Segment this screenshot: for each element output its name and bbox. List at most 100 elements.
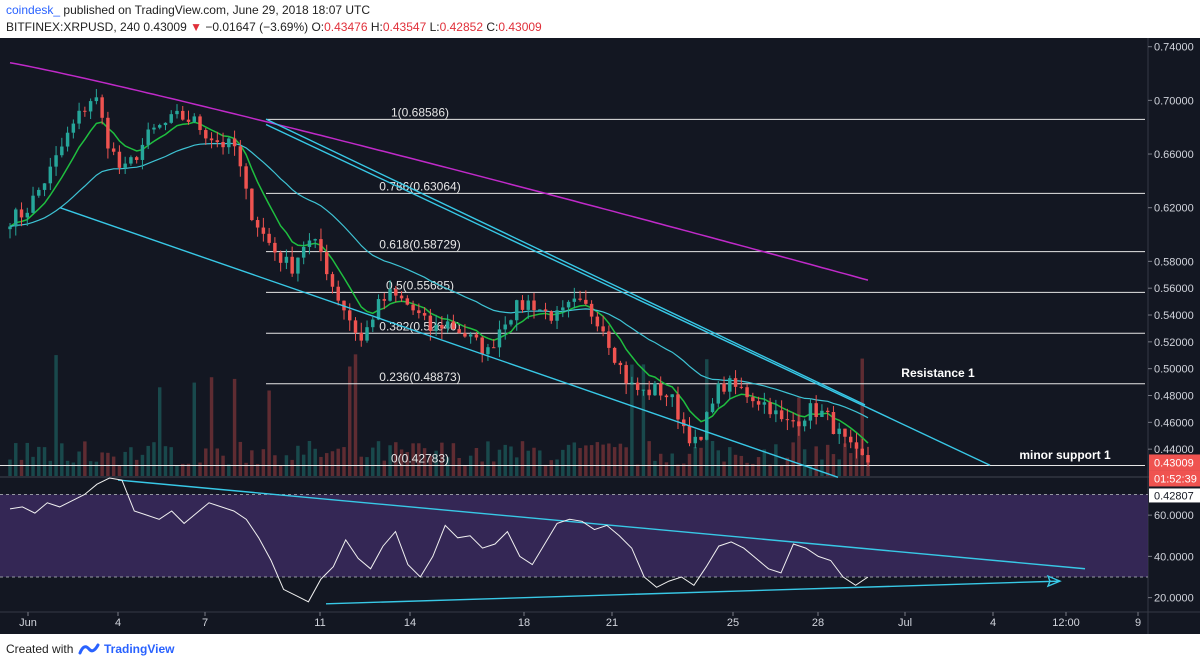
candle-body xyxy=(561,307,565,311)
volume-bar xyxy=(134,459,139,476)
candle-body xyxy=(405,298,410,305)
volume-bar xyxy=(624,447,628,476)
chart-svg[interactable]: 1(0.68586)0.786(0.63064)0.618(0.58729)0.… xyxy=(0,38,1200,634)
price-tick-label: 0.74000 xyxy=(1154,42,1194,54)
chart-area[interactable]: 1(0.68586) 0.786(0.63064) 0.618(0.58729) 0.… xyxy=(0,38,1200,634)
tradingview-brand-link[interactable]: TradingView xyxy=(104,642,175,656)
rsi-up-trendline xyxy=(325,580,1061,605)
candle-body xyxy=(733,378,738,387)
candle-body xyxy=(860,448,864,456)
volume-bar xyxy=(572,442,577,476)
volume-bar xyxy=(175,465,179,476)
volume-bar xyxy=(169,447,173,476)
price-tick-label: 0.46000 xyxy=(1154,417,1194,429)
price-tick-label: 0.66000 xyxy=(1154,149,1194,161)
volume-bar xyxy=(238,441,243,476)
volume-bar xyxy=(376,441,381,476)
candle-body xyxy=(31,195,35,213)
moving-averages xyxy=(9,62,869,444)
candle-body xyxy=(543,309,548,312)
rsi-tick-label: 20.0000 xyxy=(1154,593,1194,605)
resistance-annotation: Resistance 1 xyxy=(901,366,975,380)
candle-body xyxy=(25,212,30,218)
candle-body xyxy=(555,310,559,321)
candle-body xyxy=(612,347,617,363)
ema-slow-line xyxy=(9,62,869,281)
time-tick-label: Jul xyxy=(898,617,912,629)
candle-body xyxy=(607,331,611,348)
volume-bar xyxy=(837,459,841,476)
candle-body xyxy=(722,383,726,392)
candle-body xyxy=(255,220,260,228)
candle-body xyxy=(152,127,156,130)
volume-bar xyxy=(457,458,461,476)
candle-body xyxy=(376,299,381,320)
countdown-label: 01:52:39 xyxy=(1154,473,1197,485)
publish-line: coindesk_ published on TradingView.com, … xyxy=(6,3,370,17)
volume-bar xyxy=(607,443,611,476)
candle-body xyxy=(837,428,841,435)
candle-body xyxy=(653,383,657,396)
candle-body xyxy=(88,101,93,112)
volume-bar xyxy=(37,446,41,476)
author-link[interactable]: coindesk_ xyxy=(6,3,61,17)
candle-body xyxy=(440,324,444,329)
volume-bar xyxy=(250,450,254,476)
candle-body xyxy=(198,116,202,131)
volume-bar xyxy=(296,445,300,476)
volume-bar xyxy=(693,447,697,476)
candle-body xyxy=(365,327,369,341)
volume-bar xyxy=(359,456,363,476)
time-tick-label: 9 xyxy=(1135,617,1141,629)
volume-bar xyxy=(722,461,726,476)
fib0-badge xyxy=(1149,488,1200,503)
fib-level-label: 0(0.42783) xyxy=(391,451,449,465)
volume-bar xyxy=(779,464,784,476)
candle-body xyxy=(814,403,818,417)
volume-bar xyxy=(71,462,76,476)
candle-body xyxy=(319,239,323,253)
volume-bar xyxy=(503,444,507,476)
candle-body xyxy=(468,334,473,337)
volume-bar xyxy=(25,442,30,476)
ema-mid-line xyxy=(9,142,869,419)
candle-body xyxy=(163,122,168,126)
volume-bar xyxy=(710,440,715,476)
candle-body xyxy=(278,252,283,263)
volume-bar xyxy=(192,382,196,476)
volume-bar xyxy=(106,452,110,476)
volume-bar xyxy=(440,442,444,476)
time-tick-label: 4 xyxy=(990,617,996,629)
volume-bar xyxy=(14,443,18,476)
volume-bar xyxy=(491,461,496,476)
candle-body xyxy=(710,403,715,413)
candle-body xyxy=(463,333,467,337)
rsi-band xyxy=(0,494,1148,578)
volume-bar xyxy=(417,443,421,476)
volume-bar xyxy=(860,358,864,476)
axes: 0.74000 0.70000 0.66000 0.62000 0.58000 0.560… xyxy=(19,42,1200,629)
candle-body xyxy=(14,209,18,227)
volume-bar xyxy=(497,449,502,476)
channel-lower-trendline xyxy=(59,207,839,479)
volume-bar xyxy=(520,441,525,476)
candle-body xyxy=(324,252,329,275)
volume-bar xyxy=(83,441,87,476)
candle-body xyxy=(693,436,697,444)
price-tick-label: 0.70000 xyxy=(1154,95,1194,107)
rsi-tick-label: 60.0000 xyxy=(1154,510,1194,522)
volume-bar xyxy=(348,366,352,476)
candle-body xyxy=(37,189,41,196)
candle-body xyxy=(146,129,150,145)
candle-body xyxy=(716,383,721,404)
volume-bar xyxy=(232,378,237,476)
volume-bar xyxy=(664,462,669,476)
candle-body xyxy=(296,257,300,274)
candle-body xyxy=(19,209,24,218)
candle-body xyxy=(65,132,70,147)
volume-bar xyxy=(848,453,853,476)
candle-body xyxy=(117,151,122,168)
volume-bar xyxy=(814,446,818,476)
volume-bar xyxy=(267,390,271,476)
volume-bar xyxy=(77,451,81,476)
